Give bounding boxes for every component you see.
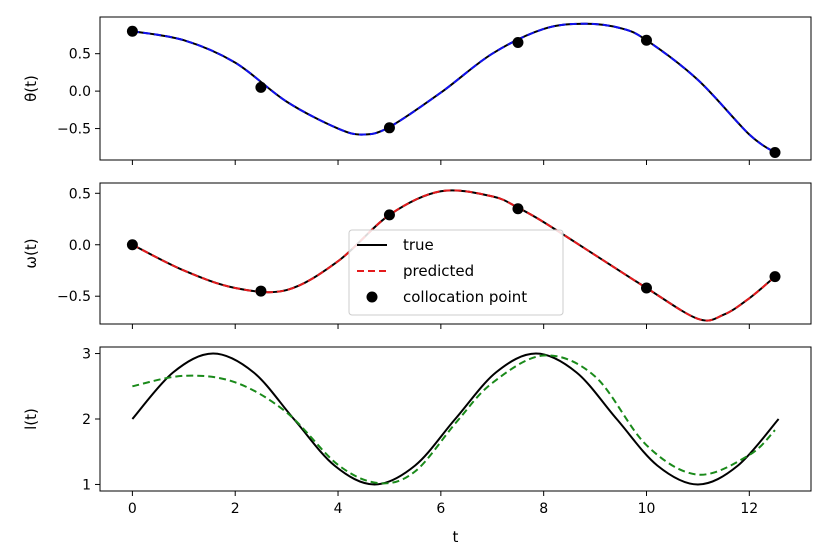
collocation-point	[769, 147, 781, 159]
y-axis-label: θ(t)	[22, 75, 40, 102]
legend: true predicted collocation point	[348, 229, 564, 316]
y-tick-label: 3	[82, 347, 91, 363]
y-tick-label: 1	[82, 477, 91, 493]
series-true-line	[132, 22, 776, 154]
x-tick-label: 12	[740, 501, 758, 517]
x-tick-label: 2	[231, 501, 240, 517]
x-axis: t	[453, 528, 459, 546]
legend-box	[348, 229, 564, 316]
y-tick-label: 0.0	[69, 84, 91, 100]
collocation-point	[383, 209, 395, 221]
x-tick-label: 8	[539, 501, 548, 517]
collocation-point	[640, 282, 652, 294]
y-axis-label: l(t)	[22, 408, 40, 430]
x-tick-label: 4	[334, 501, 343, 517]
y-tick-label: 0.5	[69, 47, 91, 63]
legend-marker	[366, 291, 378, 303]
series-predicted-line	[132, 22, 776, 154]
collocation-point	[383, 122, 395, 134]
x-axis-label: t	[453, 528, 459, 546]
legend-label: true	[403, 236, 434, 254]
panel-2: −0.5 0.0 0.5 ω(t)	[22, 182, 812, 329]
y-tick-label: −0.5	[57, 289, 91, 305]
collocation-point	[512, 203, 524, 215]
y-axis-label: ω(t)	[22, 238, 40, 268]
collocation-point	[640, 34, 652, 46]
series-predicted-line	[132, 354, 776, 485]
legend-label: predicted	[403, 262, 474, 280]
y-tick-label: −0.5	[57, 122, 91, 138]
collocation-point	[255, 81, 267, 93]
panel-2-frame	[99, 182, 812, 325]
collocation-point	[512, 36, 524, 48]
collocation-point	[126, 239, 138, 251]
x-tick-label: 10	[638, 501, 656, 517]
panel-1: −0.5 0.0 0.5 θ(t)	[22, 16, 812, 165]
x-tick-label: 0	[128, 501, 137, 517]
panel-1-frame	[99, 16, 812, 161]
collocation-point	[126, 25, 138, 37]
y-tick-label: 0.0	[69, 238, 91, 254]
collocation-point	[769, 271, 781, 283]
legend-label: collocation point	[403, 288, 527, 306]
collocation-point	[255, 285, 267, 297]
y-tick-label: 0.5	[69, 186, 91, 202]
y-tick-label: 2	[82, 412, 91, 428]
series-true-line	[131, 352, 780, 486]
x-tick-label: 6	[436, 501, 445, 517]
